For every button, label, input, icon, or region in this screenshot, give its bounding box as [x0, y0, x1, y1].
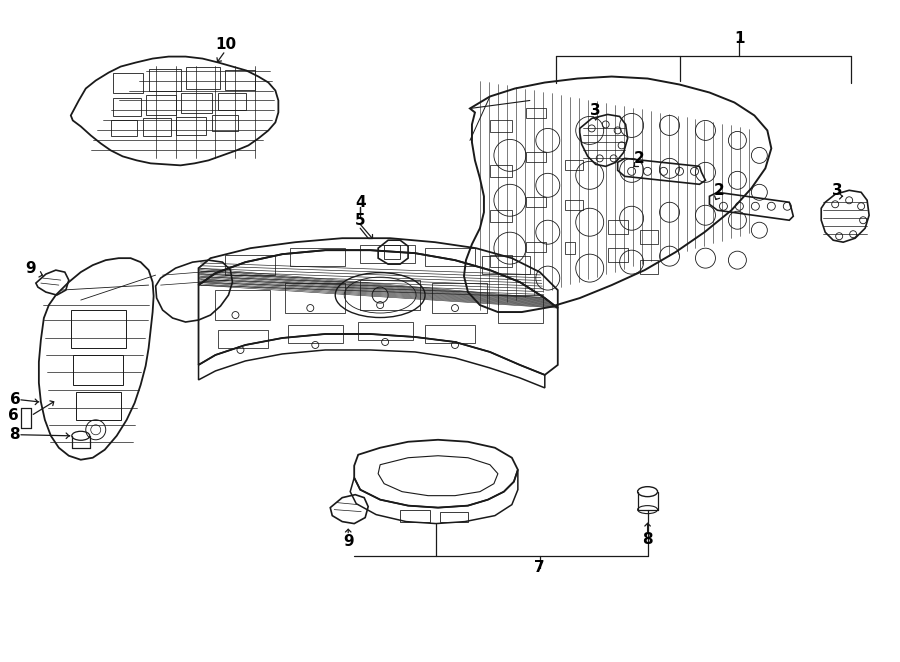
Bar	[142, 118, 171, 136]
Bar	[640, 230, 658, 244]
Bar	[565, 242, 575, 254]
Text: 2: 2	[714, 183, 724, 198]
Text: 9: 9	[343, 534, 354, 549]
Bar	[288, 325, 343, 343]
Bar	[219, 330, 268, 348]
Text: 1: 1	[734, 31, 744, 46]
Text: 2: 2	[634, 151, 645, 166]
Bar	[526, 109, 545, 118]
Text: 5: 5	[355, 213, 365, 228]
Bar	[490, 211, 512, 222]
Bar	[291, 248, 346, 266]
Bar	[185, 67, 220, 89]
Bar	[565, 160, 582, 170]
Bar	[565, 201, 582, 211]
Bar	[181, 93, 212, 113]
Bar	[148, 69, 181, 91]
Bar	[490, 166, 512, 177]
Text: 9: 9	[25, 261, 36, 275]
Bar	[425, 325, 475, 343]
Bar	[608, 248, 627, 262]
Bar	[226, 70, 256, 89]
Text: 3: 3	[832, 183, 842, 198]
Bar	[360, 280, 420, 310]
Bar	[146, 95, 176, 115]
Bar	[212, 115, 238, 132]
Bar	[226, 255, 275, 275]
Bar	[482, 256, 530, 274]
Text: 6: 6	[10, 393, 21, 407]
Bar	[640, 260, 658, 274]
Text: 10: 10	[215, 37, 236, 52]
Bar	[490, 255, 512, 267]
Bar	[360, 245, 415, 263]
Bar	[71, 310, 126, 348]
Bar	[111, 120, 137, 136]
Bar	[176, 117, 205, 136]
Bar	[112, 99, 140, 117]
Bar	[425, 248, 475, 266]
Bar	[526, 152, 545, 162]
Bar	[490, 120, 512, 132]
Bar	[112, 73, 142, 93]
Bar	[400, 510, 430, 522]
Bar	[498, 295, 543, 323]
Bar	[526, 242, 545, 252]
Text: 8: 8	[643, 532, 652, 547]
Bar	[76, 392, 121, 420]
Bar	[440, 512, 468, 522]
Text: 4: 4	[355, 195, 365, 210]
Bar	[73, 355, 122, 385]
Bar	[215, 290, 270, 320]
Bar	[432, 283, 487, 313]
Bar	[526, 197, 545, 207]
Text: 6: 6	[7, 408, 18, 423]
Bar	[608, 220, 627, 234]
Text: 3: 3	[590, 103, 601, 118]
Text: 8: 8	[10, 427, 20, 442]
Text: 7: 7	[535, 560, 545, 575]
Bar	[358, 322, 413, 340]
Bar	[285, 283, 346, 313]
Bar	[384, 245, 400, 259]
Bar	[219, 93, 247, 111]
